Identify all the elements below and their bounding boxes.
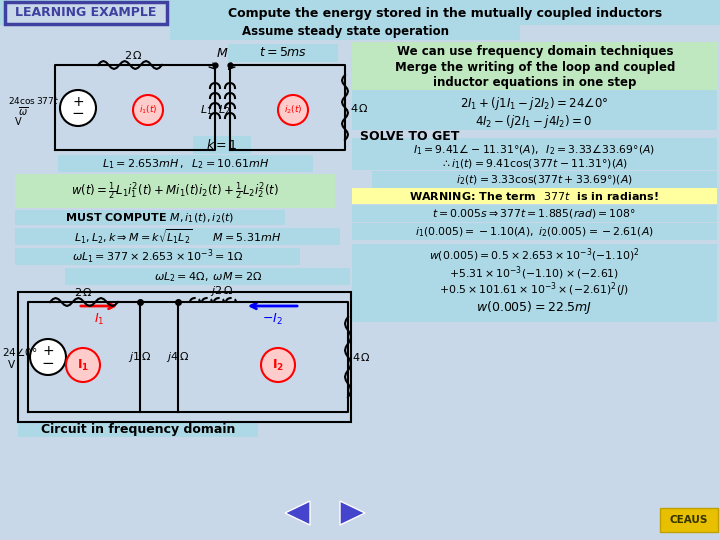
- Bar: [352, 188, 717, 204]
- Bar: [65, 268, 350, 285]
- Text: $4\,\Omega$: $4\,\Omega$: [350, 102, 369, 114]
- Text: $i_2(t)=3.33\cos(377t+33.69°)(A)$: $i_2(t)=3.33\cos(377t+33.69°)(A)$: [456, 173, 632, 187]
- Text: $i_1(0.005)=-1.10(A),\;i_2(0.005)=-2.61(A)$: $i_1(0.005)=-1.10(A),\;i_2(0.005)=-2.61(…: [415, 225, 653, 239]
- Text: $L_1=2.653mH\,,\;\;L_2=10.61mH$: $L_1=2.653mH\,,\;\;L_2=10.61mH$: [102, 157, 270, 171]
- Text: $L_2$: $L_2$: [218, 103, 230, 117]
- Text: WARNING: The term  $377t$  is in radians!: WARNING: The term $377t$ is in radians!: [409, 190, 659, 202]
- Bar: [193, 136, 251, 154]
- Text: $\omega L_1=377\times2.653\times10^{-3}=1\Omega$: $\omega L_1=377\times2.653\times10^{-3}=…: [72, 248, 243, 266]
- Text: $i_1(t)$: $i_1(t)$: [139, 104, 157, 116]
- Bar: [18, 292, 351, 422]
- Text: $24\angle0°$: $24\angle0°$: [2, 346, 37, 358]
- Text: +: +: [72, 95, 84, 109]
- Text: Assume steady state operation: Assume steady state operation: [241, 24, 449, 37]
- Text: Circuit in frequency domain: Circuit in frequency domain: [41, 422, 235, 435]
- Text: $k=1$: $k=1$: [207, 138, 238, 152]
- Text: $t=5ms$: $t=5ms$: [259, 46, 307, 59]
- Text: $w(0.005)=22.5mJ$: $w(0.005)=22.5mJ$: [476, 300, 592, 316]
- Text: $4I_2-(j2I_1-j4I_2)=0$: $4I_2-(j2I_1-j4I_2)=0$: [475, 113, 593, 131]
- Text: SOLVE TO GET: SOLVE TO GET: [360, 131, 459, 144]
- Text: $\omega L_2=4\Omega,\;\omega M=2\Omega$: $\omega L_2=4\Omega,\;\omega M=2\Omega$: [154, 270, 262, 284]
- Bar: [660, 508, 718, 532]
- Text: −: −: [71, 106, 84, 122]
- Text: $\mathbf{I_2}$: $\mathbf{I_2}$: [272, 357, 284, 373]
- Text: $+5.31\times10^{-3}(-1.10)\times(-2.61)$: $+5.31\times10^{-3}(-1.10)\times(-2.61)$: [449, 264, 619, 282]
- Text: $i_2(t)$: $i_2(t)$: [284, 104, 302, 116]
- Text: We can use frequency domain techniques: We can use frequency domain techniques: [397, 44, 673, 57]
- Text: $\mathbf{I_1}$: $\mathbf{I_1}$: [77, 357, 89, 373]
- Circle shape: [278, 95, 308, 125]
- Circle shape: [30, 339, 66, 375]
- Bar: [372, 171, 717, 188]
- Text: $2I_1+(j1I_1-j2I_2)=24\angle0°$: $2I_1+(j1I_1-j2I_2)=24\angle0°$: [460, 96, 608, 112]
- Text: V: V: [15, 117, 22, 127]
- Text: $L_1,L_2,k\Rightarrow M=k\sqrt{L_1L_2}\qquad M=5.31mH$: $L_1,L_2,k\Rightarrow M=k\sqrt{L_1L_2}\q…: [74, 228, 282, 246]
- Text: $24\cos 377t$: $24\cos 377t$: [8, 94, 59, 105]
- Text: $j1\,\Omega$: $j1\,\Omega$: [128, 350, 152, 364]
- Text: $w(0.005)=0.5\times2.653\times10^{-3}(-1.10)^2$: $w(0.005)=0.5\times2.653\times10^{-3}(-1…: [429, 246, 639, 264]
- Text: V: V: [8, 360, 15, 370]
- Text: $t=0.005s\Rightarrow377t=1.885(rad)=108°$: $t=0.005s\Rightarrow377t=1.885(rad)=108°…: [432, 207, 636, 220]
- Bar: [58, 155, 313, 172]
- Polygon shape: [285, 501, 310, 525]
- Text: $j2\,\Omega$: $j2\,\Omega$: [210, 284, 233, 298]
- Circle shape: [66, 348, 100, 382]
- Bar: [352, 138, 717, 170]
- Text: $\therefore i_1(t)=9.41\cos(377t-11.31°)(A)$: $\therefore i_1(t)=9.41\cos(377t-11.31°)…: [440, 157, 628, 171]
- Bar: [352, 205, 717, 222]
- Text: LEARNING EXAMPLE: LEARNING EXAMPLE: [15, 6, 157, 19]
- Text: $2\,\Omega$: $2\,\Omega$: [124, 49, 143, 61]
- Circle shape: [261, 348, 295, 382]
- Bar: [352, 42, 718, 60]
- Text: $j4\,\Omega$: $j4\,\Omega$: [166, 350, 189, 364]
- Text: +: +: [42, 344, 54, 358]
- Bar: [5, 2, 167, 24]
- Text: $-I_2$: $-I_2$: [261, 312, 282, 327]
- Circle shape: [60, 90, 96, 126]
- Bar: [18, 420, 258, 437]
- Bar: [352, 223, 717, 240]
- Bar: [0, 0, 720, 25]
- Bar: [352, 244, 717, 322]
- Text: Merge the writing of the loop and coupled
inductor equations in one step: Merge the writing of the loop and couple…: [395, 61, 675, 89]
- Bar: [15, 228, 340, 245]
- Text: $+0.5\times101.61\times10^{-3}\times(-2.61)^2(J)$: $+0.5\times101.61\times10^{-3}\times(-2.…: [439, 281, 629, 299]
- Bar: [228, 44, 338, 62]
- Text: Compute the energy stored in the mutually coupled inductors: Compute the energy stored in the mutuall…: [228, 6, 662, 19]
- Text: $2\,\Omega$: $2\,\Omega$: [73, 286, 92, 298]
- Text: $L_1$: $L_1$: [200, 103, 212, 117]
- Text: $\overline{\omega}$: $\overline{\omega}$: [18, 106, 28, 118]
- Text: −: −: [42, 355, 55, 370]
- Bar: [352, 58, 718, 90]
- Bar: [15, 174, 335, 208]
- Bar: [170, 22, 520, 40]
- Text: $w(t)=\frac{1}{2}L_1i_1^2(t)+Mi_1(t)i_2(t)+\frac{1}{2}L_2i_2^2(t)$: $w(t)=\frac{1}{2}L_1i_1^2(t)+Mi_1(t)i_2(…: [71, 180, 279, 202]
- Text: $4\,\Omega$: $4\,\Omega$: [352, 351, 371, 363]
- Polygon shape: [340, 501, 365, 525]
- Text: CEAUS: CEAUS: [670, 515, 708, 525]
- Bar: [352, 90, 717, 130]
- Bar: [15, 210, 285, 225]
- Bar: [15, 248, 300, 265]
- Text: $M$: $M$: [216, 47, 228, 60]
- Text: MUST COMPUTE $M,i_1(t),i_2(t)$: MUST COMPUTE $M,i_1(t),i_2(t)$: [66, 211, 235, 225]
- Circle shape: [133, 95, 163, 125]
- Text: $I_1$: $I_1$: [94, 312, 104, 327]
- Text: $I_1=9.41\angle-11.31°(A),\;\;I_2=3.33\angle33.69°(A)$: $I_1=9.41\angle-11.31°(A),\;\;I_2=3.33\a…: [413, 143, 655, 157]
